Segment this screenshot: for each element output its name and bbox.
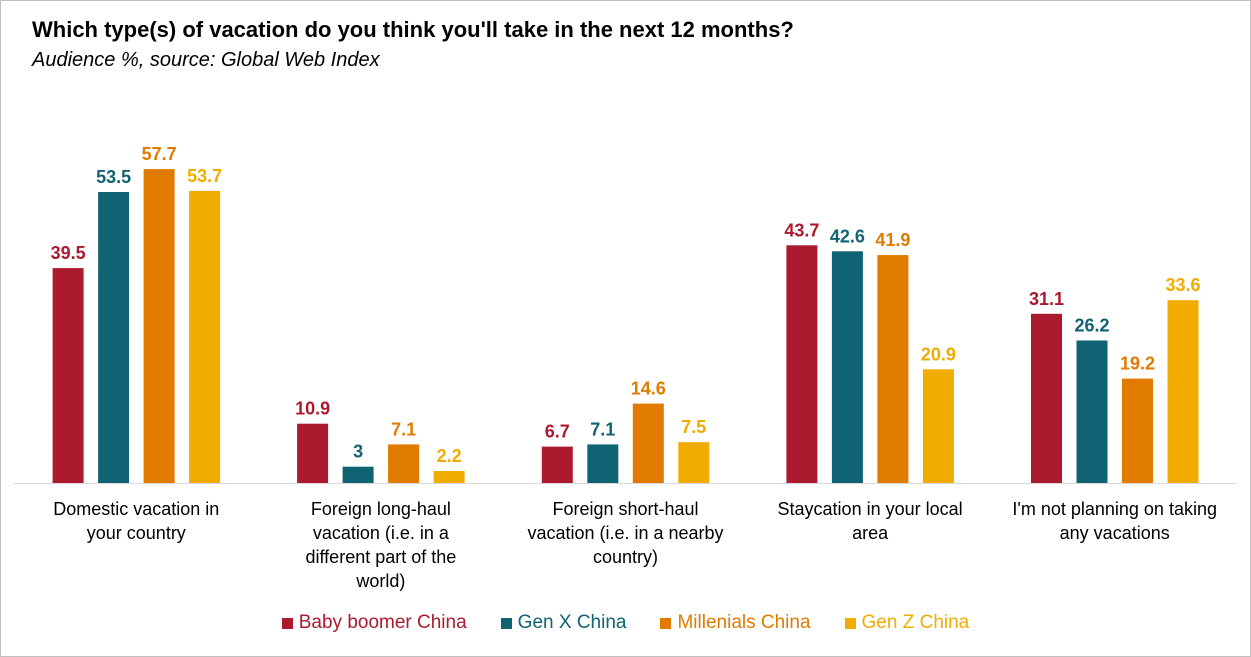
x-tick-label: Foreign long-haul [311, 499, 451, 519]
legend-label: Gen X China [517, 612, 627, 633]
data-label: 20.9 [921, 344, 956, 364]
legend-swatch [281, 617, 293, 629]
data-label: 42.6 [830, 226, 865, 246]
legend: Baby boomer China Gen X China Millenials C… [0, 612, 1251, 634]
data-label: 3 [353, 442, 363, 462]
data-label: 14.6 [631, 379, 666, 399]
data-label: 53.5 [96, 167, 131, 187]
legend-swatch [660, 617, 672, 629]
x-tick-label: I'm not planning on taking [1012, 499, 1217, 519]
x-tick-label: world) [355, 571, 405, 591]
x-tick-label: Domestic vacation in [53, 499, 219, 519]
legend-label: Gen Z China [861, 612, 970, 633]
data-label: 7.1 [391, 419, 416, 439]
data-label: 57.7 [142, 144, 177, 164]
bar [98, 192, 130, 483]
legend-label: Baby boomer China [298, 612, 467, 633]
data-label: 7.1 [590, 419, 615, 439]
bar [922, 369, 954, 483]
x-tick-label: country) [593, 547, 658, 567]
x-tick-label: vacation (i.e. in a nearby [527, 523, 723, 543]
bar [342, 466, 374, 483]
bar [1167, 300, 1199, 483]
bar [678, 442, 710, 483]
x-tick-label: vacation (i.e. in a [313, 523, 450, 543]
bar [786, 245, 818, 483]
legend-item: Millenials China [660, 612, 811, 634]
chart-subtitle: Audience %, source: Global Web Index [32, 49, 380, 71]
data-label: 10.9 [295, 399, 330, 419]
data-label: 43.7 [784, 220, 819, 240]
data-label: 39.5 [51, 243, 86, 263]
bar [297, 423, 329, 483]
legend-item: Gen Z China [844, 612, 970, 634]
legend-label: Millenials China [677, 612, 811, 633]
bar [433, 471, 465, 483]
data-label: 41.9 [875, 230, 910, 250]
x-tick-label: area [852, 523, 889, 543]
x-tick-label: your country [87, 523, 186, 543]
bar [189, 190, 221, 483]
bar [1031, 313, 1062, 483]
bar [1076, 340, 1108, 483]
data-label: 31.1 [1029, 289, 1064, 309]
bar [1122, 378, 1153, 483]
x-tick-label: different part of the [306, 547, 457, 567]
data-label: 26.2 [1074, 316, 1109, 336]
legend-item: Baby boomer China [281, 612, 467, 634]
bar [541, 446, 573, 483]
legend-swatch [500, 617, 512, 629]
bar [52, 268, 84, 483]
bar [877, 255, 909, 483]
legend-item: Gen X China [500, 612, 627, 634]
x-tick-label: Foreign short-haul [552, 499, 698, 519]
x-tick-label: any vacations [1060, 523, 1170, 543]
bar [143, 169, 175, 483]
bar [831, 251, 863, 483]
bar [388, 444, 420, 483]
data-label: 33.6 [1165, 275, 1200, 295]
bar [632, 403, 664, 483]
bar [587, 444, 619, 483]
legend-swatch [844, 617, 856, 629]
chart-title: Which type(s) of vacation do you think y… [32, 17, 794, 42]
x-tick-label: Staycation in your local [778, 499, 963, 519]
data-label: 6.7 [545, 422, 570, 442]
data-label: 53.7 [187, 166, 222, 186]
data-label: 19.2 [1120, 354, 1155, 374]
data-label: 7.5 [681, 417, 706, 437]
data-label: 2.2 [437, 446, 462, 466]
